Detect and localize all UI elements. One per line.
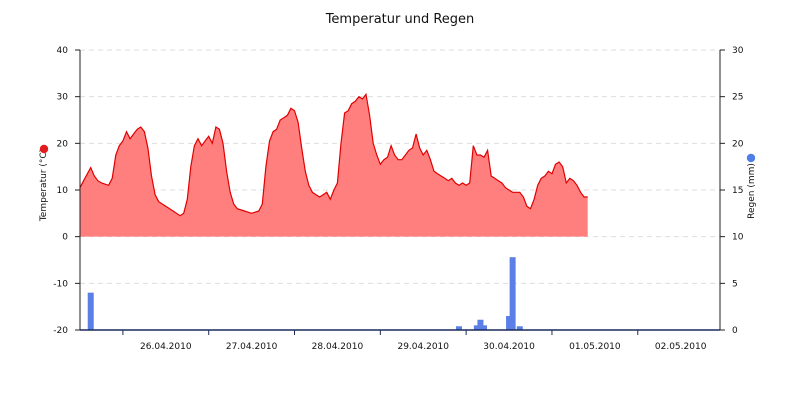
right-axis-ticks: 0 5 10 15 20 25 30 (720, 46, 744, 336)
right-axis-title: Regen (mm) (747, 163, 757, 219)
left-tick-label: 30 (57, 93, 69, 103)
temperature-legend-marker (39, 144, 49, 154)
right-tick-label: 5 (732, 279, 738, 289)
rain-bar (473, 325, 480, 330)
left-tick-label: -20 (53, 326, 68, 336)
left-tick-label: 20 (57, 139, 69, 149)
rain-bar (477, 319, 484, 330)
right-tick-label: 0 (732, 326, 738, 336)
x-tick-label: 28.04.2010 (312, 342, 364, 352)
left-axis-ticks: -20 -10 0 10 20 30 40 (53, 46, 80, 336)
temperature-line (79, 92, 588, 217)
left-axis-title: Temperatur (°C) (39, 149, 49, 222)
chart-title: Temperatur und Regen (325, 12, 475, 27)
rain-legend-marker (746, 153, 756, 163)
rain-bar (506, 316, 513, 330)
left-axis-title-group: Temperatur (°C) (39, 144, 49, 222)
right-tick-label: 25 (732, 93, 743, 103)
x-tick-label: 26.04.2010 (140, 342, 192, 352)
x-tick-label: 30.04.2010 (483, 342, 535, 352)
temperature-area (80, 94, 588, 237)
right-tick-label: 20 (732, 139, 744, 149)
rain-bar (516, 326, 523, 330)
rain-bar (87, 292, 94, 330)
x-tick-label: 01.05.2010 (569, 342, 621, 352)
right-axis-title-group: Regen (mm) (746, 153, 757, 219)
x-tick-label: 27.04.2010 (226, 342, 278, 352)
left-tick-label: 0 (62, 233, 68, 243)
rain-bar (455, 326, 462, 330)
rain-bar (509, 257, 516, 330)
x-axis-ticks: 26.04.2010 27.04.2010 28.04.2010 29.04.2010… (122, 330, 707, 352)
right-tick-label: 15 (732, 186, 743, 196)
left-tick-label: 40 (57, 46, 69, 56)
x-tick-label: 29.04.2010 (397, 342, 449, 352)
rain-bars (87, 257, 523, 330)
left-tick-label: -10 (53, 279, 68, 289)
rain-bar (481, 325, 488, 330)
right-tick-label: 10 (732, 233, 744, 243)
left-tick-label: 10 (57, 186, 69, 196)
right-tick-label: 30 (732, 46, 744, 56)
x-tick-label: 02.05.2010 (655, 342, 707, 352)
